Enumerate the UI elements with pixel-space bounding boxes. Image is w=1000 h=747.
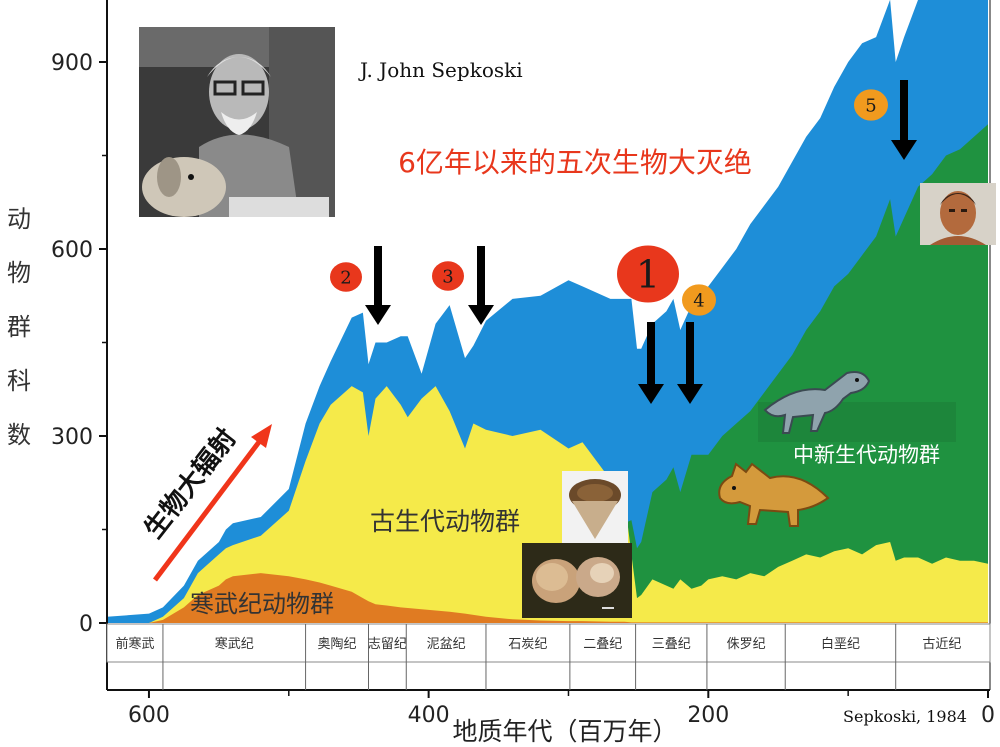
extinction-bubble: [617, 245, 679, 303]
x-tick-label: 0: [981, 703, 995, 728]
down-arrow-head: [468, 305, 494, 325]
fossil-brachiopod-photo: [522, 543, 632, 618]
period-label: 志留纪: [368, 637, 407, 652]
radiation-arrow-shaft: [153, 436, 264, 582]
protoceratops-picture: [755, 355, 875, 435]
period-label: 三叠纪: [652, 637, 691, 652]
down-arrow-shaft: [374, 246, 382, 307]
down-arrow-head: [677, 384, 703, 404]
period-label: 奥陶纪: [318, 636, 357, 652]
sepkoski-portrait: [139, 27, 335, 217]
area-1: [107, 573, 988, 623]
period-label: 白垩纪: [821, 636, 860, 652]
modern-label: 中新生代动物群: [793, 443, 940, 467]
author-caption: J. John Sepkoski: [358, 58, 523, 82]
y-axis-title-char: 动: [7, 205, 31, 233]
down-arrow-head: [638, 384, 664, 404]
extinction-bubble: [682, 284, 716, 316]
period-label: 前寒武: [115, 636, 154, 652]
y-axis-title-char: 群: [7, 313, 31, 341]
extinction-bubble: [330, 262, 362, 292]
period-label: 二叠纪: [583, 637, 622, 652]
extinction-bubble: [854, 89, 888, 121]
chart-title: 6亿年以来的五次生物大灭绝: [398, 146, 752, 179]
down-arrow-head: [891, 140, 917, 160]
y-tick-label: 300: [51, 425, 93, 450]
radiation-arrow-head: [251, 424, 272, 448]
chart-axes: 0 300 600 900 600 400 200 0 前寒武 寒武纪 奥陶纪 志留纪 泥盆纪 石炭纪 二叠…: [51, 0, 995, 728]
area-2: [107, 386, 988, 623]
cambrian-label: 寒武纪动物群: [190, 590, 334, 618]
x-tick-label: 200: [687, 703, 729, 728]
y-tick-label: 900: [51, 51, 93, 76]
source-caption: Sepkoski, 1984: [843, 707, 967, 726]
extinction-number: 1: [636, 253, 660, 297]
x-axis-title: 地质年代（百万年）: [452, 717, 677, 746]
y-axis-title: 动物群科数: [4, 192, 34, 462]
paleozoic-label: 古生代动物群: [370, 507, 520, 536]
period-band: [106, 623, 991, 663]
extinction-number: 5: [865, 95, 876, 116]
y-tick-label: 0: [79, 612, 93, 637]
period-label: 泥盆纪: [427, 637, 466, 652]
extinction-bubble: [432, 261, 464, 291]
y-tick-label: 600: [51, 238, 93, 263]
x-tick-label: 600: [128, 703, 170, 728]
down-arrow-shaft: [686, 322, 694, 386]
period-label: 古近纪: [922, 637, 961, 652]
triceratops-picture: [710, 450, 835, 530]
hominid-photo: [920, 183, 996, 245]
chart-marks: 1 2 3 4 5: [153, 80, 917, 582]
fossil-coral-photo: [562, 471, 628, 543]
extinction-number: 3: [442, 266, 453, 287]
y-axis-title-char: 物: [7, 259, 31, 287]
down-arrow-shaft: [647, 322, 655, 386]
y-axis-title-char: 科: [7, 367, 31, 395]
period-label: 石炭纪: [508, 637, 547, 652]
down-arrow-shaft: [900, 80, 908, 142]
period-label: 寒武纪: [215, 636, 254, 652]
down-arrow-shaft: [477, 246, 485, 307]
extinction-number: 4: [693, 290, 704, 311]
x-tick-label: 400: [408, 703, 450, 728]
down-arrow-head: [365, 305, 391, 325]
extinction-number: 2: [340, 267, 351, 288]
y-axis-title-char: 数: [7, 421, 31, 449]
period-label: 侏罗纪: [727, 637, 766, 652]
